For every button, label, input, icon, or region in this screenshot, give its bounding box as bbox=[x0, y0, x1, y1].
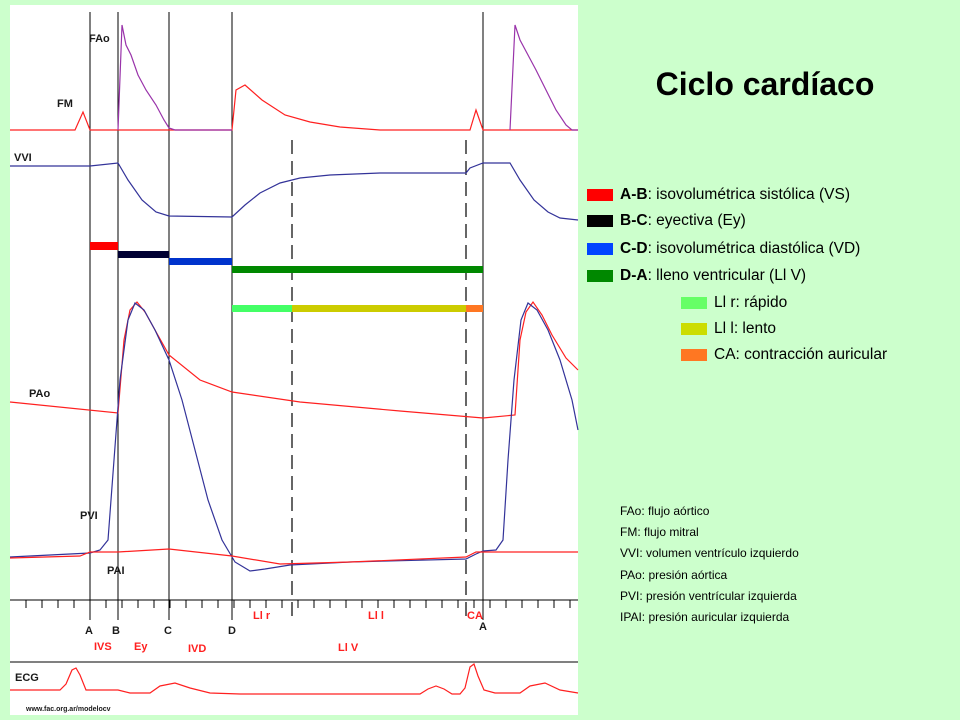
legend-text-ab: : isovolumétrica sistólica (VS) bbox=[647, 186, 850, 203]
legend-item-cd: C-D : isovolumétrica diastólica (VD) bbox=[587, 240, 860, 258]
label-fao: FAo bbox=[89, 33, 110, 45]
abbreviation-list: FAo: flujo aórtico FM: flujo mitral VVI:… bbox=[620, 501, 799, 628]
legend-key-da: D-A bbox=[620, 267, 648, 284]
pvi-trace bbox=[9, 302, 579, 572]
vvi-trace bbox=[10, 162, 579, 221]
legend-swatch-cd bbox=[587, 243, 613, 255]
label-vvi: VVI bbox=[14, 152, 32, 164]
phase-bar-lll bbox=[292, 305, 466, 312]
phase-bar-llr bbox=[232, 305, 292, 312]
phase-label-ca: CA bbox=[467, 610, 483, 622]
phase-label-ivd: IVD bbox=[188, 643, 206, 655]
legend-key-bc: B-C bbox=[620, 212, 648, 229]
marker-c: C bbox=[164, 625, 172, 637]
label-fm: FM bbox=[57, 98, 73, 110]
abbreviation-item: PVI: presión ventrícular izquierda bbox=[620, 588, 797, 603]
legend-item-da: D-A : lleno ventricular (Ll V) bbox=[587, 267, 806, 285]
legend-text-lll: Ll l: lento bbox=[714, 320, 777, 337]
legend-swatch-da bbox=[587, 270, 613, 282]
phase-bar-ab bbox=[90, 242, 118, 250]
pao-trace bbox=[9, 300, 579, 419]
label-pao: PAo bbox=[29, 388, 50, 400]
phase-label-llr: Ll r bbox=[253, 610, 271, 622]
time-ticks bbox=[25, 600, 571, 608]
legend-swatch-llr bbox=[681, 297, 707, 309]
abbreviation-item: PAo: presión aórtica bbox=[620, 567, 728, 582]
phase-bar-ca bbox=[466, 305, 483, 312]
legend-item-llr: Ll r: rápido bbox=[681, 294, 787, 312]
legend-text-ca: CA: contracción auricular bbox=[714, 346, 888, 363]
legend-key-cd: C-D bbox=[620, 240, 648, 257]
abbreviation-item: FAo: flujo aórtico bbox=[620, 504, 710, 518]
legend-text-cd: : isovolumétrica diastólica (VD) bbox=[647, 240, 861, 257]
legend-key-ab: A-B bbox=[620, 186, 648, 203]
plot-panel bbox=[10, 5, 578, 715]
legend-text-bc: : eyectiva (Ey) bbox=[647, 212, 746, 229]
marker-d: D bbox=[228, 625, 236, 637]
phase-bar-cd bbox=[169, 258, 232, 265]
phase-bar-bc bbox=[118, 251, 169, 258]
legend-item-ca: CA: contracción auricular bbox=[681, 346, 887, 364]
fao-trace-2 bbox=[509, 24, 578, 131]
marker-a2: A bbox=[479, 621, 487, 633]
label-ecg: ECG bbox=[15, 672, 39, 684]
marker-b: B bbox=[112, 625, 120, 637]
phase-label-lll: Ll l bbox=[368, 610, 384, 622]
marker-a: A bbox=[85, 625, 93, 637]
phase-label-ivs: IVS bbox=[94, 641, 112, 653]
legend-swatch-ab bbox=[587, 189, 613, 201]
pai-trace bbox=[9, 548, 578, 565]
abbreviation-item: FM: flujo mitral bbox=[620, 525, 699, 540]
legend-item-bc: B-C : eyectiva (Ey) bbox=[587, 212, 746, 230]
abbreviation-item: VVI: volumen ventrículo izquierdo bbox=[620, 546, 799, 561]
legend-text-llr: Ll r: rápido bbox=[714, 294, 788, 311]
legend-text-da: : lleno ventricular (Ll V) bbox=[647, 267, 807, 284]
label-pvi: PVI bbox=[80, 510, 98, 522]
source-url: www.fac.org.ar/modelocv bbox=[25, 706, 111, 713]
legend-swatch-lll bbox=[681, 323, 707, 335]
fm-trace bbox=[10, 84, 578, 131]
label-pai: PAI bbox=[107, 565, 125, 577]
phase-label-ey: Ey bbox=[134, 641, 148, 653]
legend-swatch-ca bbox=[681, 349, 707, 361]
phase-label-llv: Ll V bbox=[338, 642, 359, 654]
legend-item-ab: A-B : isovolumétrica sistólica (VS) bbox=[587, 186, 850, 204]
legend-item-lll: Ll l: lento bbox=[681, 320, 776, 338]
abbreviation-item: IPAI: presión auricular izquierda bbox=[620, 610, 790, 625]
page-title: Ciclo cardíaco bbox=[655, 66, 875, 102]
phase-bar-da bbox=[232, 266, 483, 273]
legend-swatch-bc bbox=[587, 215, 613, 227]
ecg-trace bbox=[10, 663, 579, 695]
fao-trace bbox=[117, 24, 232, 131]
